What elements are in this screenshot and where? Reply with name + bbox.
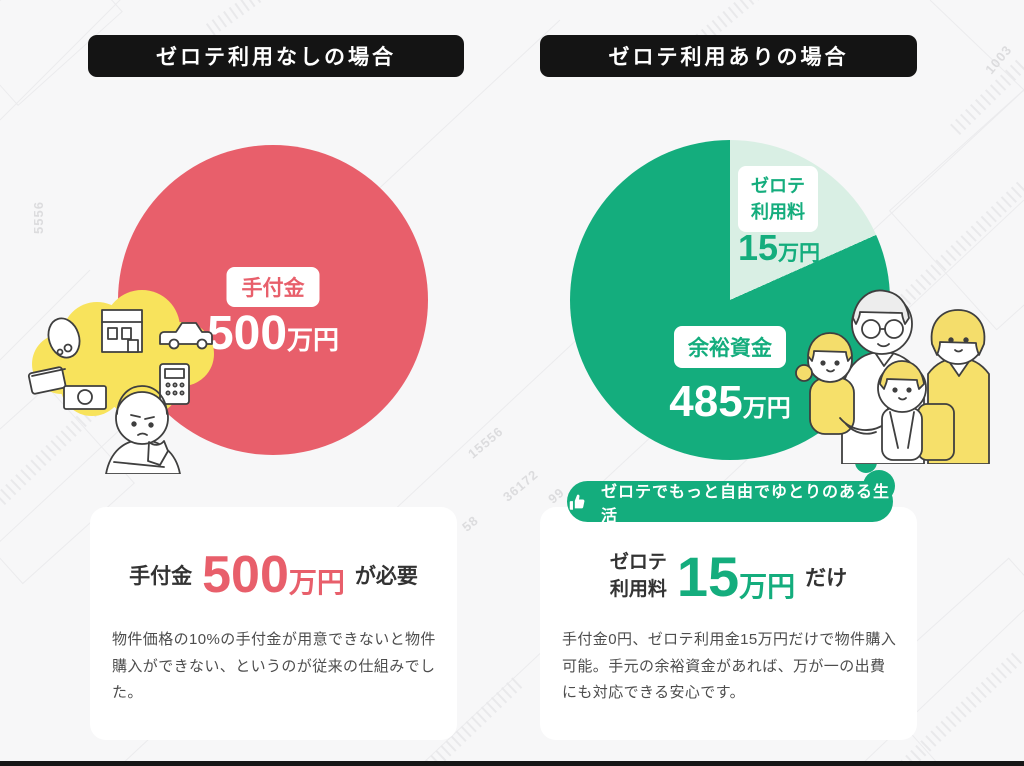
worried-person-illustration (27, 290, 214, 474)
headline-label: ゼロテ 利用料 (610, 550, 667, 603)
summary-card-with-zerote: ゼロテ利用料 15万円 だけ 手付金0円、ゼロテ利用金15万円だけで物件購入可能… (540, 507, 917, 740)
headline-label-line2: 利用料 (609, 579, 667, 600)
person-figure (105, 385, 181, 474)
header-with-zerote: ゼロテ利用ありの場合 (540, 35, 917, 77)
section-divider-bar (0, 761, 1024, 766)
boy-backpack (917, 403, 955, 461)
zerote-fee-label-line1: ゼロテ (751, 176, 805, 196)
summary-card-without-zerote: 手付金 500万円 が必要 物件価格の10%の手付金が用意できないと物件購入がで… (90, 507, 457, 740)
zerote-fee-amount: 15万円 (738, 230, 820, 266)
headline-amount-number: 15 (676, 545, 740, 608)
card-headline: 手付金 500万円 が必要 (90, 549, 457, 601)
card-description: 物件価格の10%の手付金が用意できないと物件購入ができない、というのが従来の仕組… (112, 631, 436, 702)
benefit-banner: ゼロテでもっと自由でゆとりのある生活 (567, 481, 893, 525)
headline-amount-number: 500 (202, 546, 289, 604)
headline-prefix: 手付金 (129, 565, 193, 588)
reserve-funds-label-badge: 余裕資金 (674, 326, 786, 368)
header-without-zerote: ゼロテ利用なしの場合 (88, 35, 464, 77)
boy-body (881, 407, 923, 461)
plan-dimension-label: 5556 (30, 201, 46, 234)
zerote-fee-unit: 万円 (778, 242, 821, 265)
reserve-funds-number: 485 (669, 377, 743, 426)
headline-suffix: が必要 (354, 565, 418, 588)
family-illustration (795, 289, 990, 464)
card-description: 手付金0円、ゼロテ利用金15万円だけで物件購入可能。手元の余裕資金があれば、万が… (562, 631, 897, 702)
deposit-amount-unit: 万円 (287, 325, 340, 355)
headline-amount: 500万円 (202, 549, 345, 601)
reserve-funds-unit: 万円 (742, 395, 791, 422)
zerote-fee-number: 15 (738, 227, 779, 268)
reserve-funds-amount: 485万円 (669, 380, 790, 424)
benefit-banner-text: ゼロテでもっと自由でゆとりのある生活 (601, 483, 891, 525)
thumbs-up-icon (569, 494, 585, 510)
deposit-amount: 500万円 (207, 310, 339, 358)
zerote-fee-label-badge: ゼロテ 利用料 (738, 166, 818, 233)
deposit-amount-number: 500 (206, 307, 288, 360)
zerote-fee-label-line2: 利用料 (751, 202, 805, 223)
headline-amount-unit: 万円 (288, 567, 345, 598)
headline-amount: 15万円 (677, 549, 795, 605)
card-headline: ゼロテ利用料 15万円 だけ (540, 549, 917, 605)
deposit-label-badge: 手付金 (226, 267, 320, 307)
headline-label-line1: ゼロテ (609, 552, 667, 574)
headline-suffix: だけ (805, 567, 848, 590)
headline-amount-unit: 万円 (739, 571, 796, 602)
